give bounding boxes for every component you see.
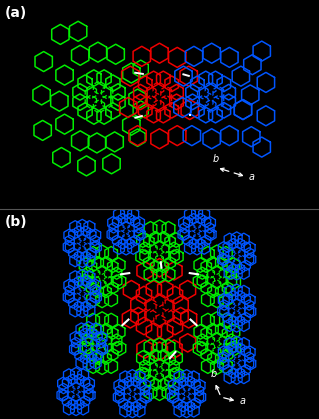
Text: b: b bbox=[210, 369, 217, 379]
Text: b: b bbox=[212, 154, 219, 164]
Text: a: a bbox=[240, 396, 246, 406]
Text: a: a bbox=[249, 172, 255, 182]
Text: (a): (a) bbox=[5, 6, 27, 20]
Text: (b): (b) bbox=[5, 215, 27, 228]
